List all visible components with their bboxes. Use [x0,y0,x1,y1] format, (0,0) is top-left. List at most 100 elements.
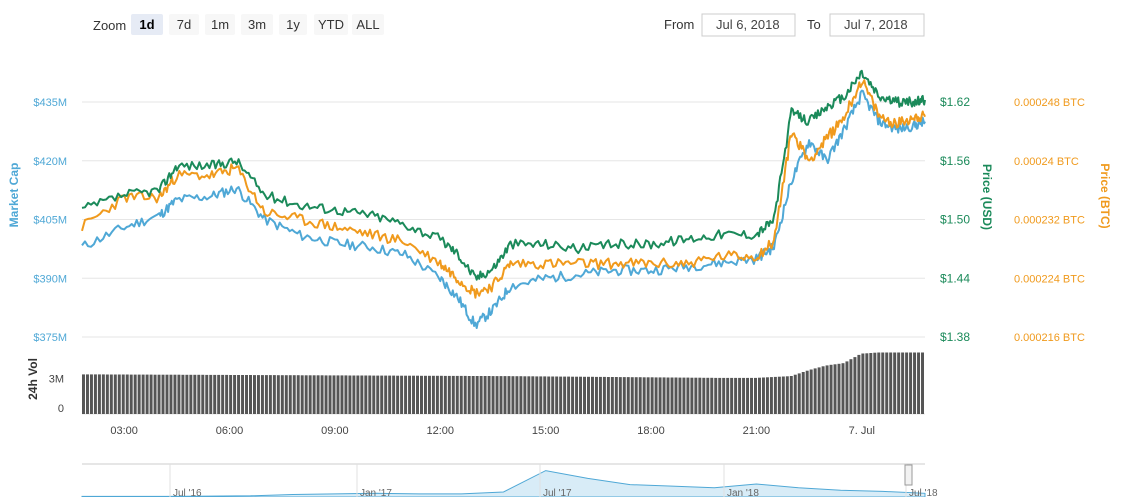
navigator[interactable]: Jul '16 Jan '17 Jul '17 Jan '18 Jul '18 [81,463,938,497]
volume-bar [416,375,419,414]
volume-bar [730,377,734,414]
market-cap-line [81,89,926,329]
volume-bar [817,367,821,414]
volume-bar [268,375,272,414]
volume-bar [483,376,487,414]
volume-bar [475,376,479,414]
volume-bar [443,375,447,414]
volume-bar [300,375,304,414]
zoom-button-label[interactable]: 1m [211,17,229,32]
volume-bar [304,375,308,414]
volume-bar [97,374,101,414]
volume-bar [280,375,284,414]
volume-bar [420,375,423,414]
navigator-series [81,470,926,497]
zoom-button-7d[interactable]: 7d [169,14,199,35]
to-date-value[interactable]: Jul 7, 2018 [844,17,908,32]
zoom-button-ALL[interactable]: ALL [352,14,384,35]
volume-bar [531,376,535,414]
volume-bar [217,374,221,414]
volume-bar [384,375,388,414]
volume-bar [491,376,495,414]
volume-bar [694,377,698,414]
navigator-handle[interactable] [904,464,913,486]
market-cap-tick-label: $375M [33,332,67,344]
volume-bar [82,374,85,414]
volume-bar [765,377,769,414]
volume-bar [296,375,300,414]
price-usd-tick-label: $1.38 [940,330,970,344]
volume-bar [686,377,690,414]
volume-bar [177,374,181,414]
volume-bar [670,377,674,414]
zoom-button-bg[interactable] [131,14,163,35]
volume-bar [869,353,873,414]
volume-bar [710,377,714,414]
zoom-button-label[interactable]: 1d [139,17,154,32]
from-date-input[interactable] [701,13,796,37]
volume-bar [376,375,380,414]
zoom-button-bg[interactable] [314,14,348,35]
volume-bars [82,352,924,414]
volume-bar [873,352,877,414]
volume-bar [348,375,352,414]
zoom-button-label[interactable]: YTD [318,17,344,32]
zoom-button-bg[interactable] [205,14,235,35]
market-cap-tick-label: $405M [33,215,67,227]
volume-bar [336,375,340,414]
from-label: From [664,17,694,32]
price-btc-line [81,79,926,299]
volume-bar [853,357,857,414]
price-usd-tick-label: $1.62 [940,95,970,109]
volume-bar [392,375,396,414]
price-usd-tick-label: $1.44 [940,271,970,285]
price-usd-line [81,69,926,281]
volume-bar [495,376,499,414]
zoom-button-bg[interactable] [279,14,307,35]
volume-bar [201,374,205,414]
volume-bar [905,352,909,414]
to-date-input[interactable] [829,13,925,37]
volume-tick-label: 3M [49,374,64,386]
zoom-button-YTD[interactable]: YTD [314,14,348,35]
volume-bar [467,376,471,414]
volume-bar [555,376,559,414]
zoom-button-label[interactable]: 7d [177,17,191,32]
zoom-button-1d[interactable]: 1d [131,14,163,35]
volume-bar [909,352,913,414]
volume-bar [769,377,773,414]
volume-bar [209,374,213,414]
zoom-button-1y[interactable]: 1y [279,14,307,35]
volume-bar [622,377,626,414]
volume-bar [746,377,750,414]
zoom-button-label[interactable]: ALL [356,17,379,32]
volume-bar [193,374,197,414]
volume-bar [590,376,594,414]
volume-bar [185,374,189,414]
volume-bar [515,376,519,414]
volume-bar [551,376,555,414]
zoom-button-label[interactable]: 3m [248,17,266,32]
volume-bar [229,375,233,414]
volume-bar [614,377,618,414]
volume-bar [264,375,268,414]
volume-bar [463,375,467,414]
volume-bar [789,376,793,414]
volume-bar [252,375,256,414]
zoom-button-1m[interactable]: 1m [205,14,235,35]
volume-bar [797,373,801,414]
volume-bar [901,352,905,414]
zoom-button-label[interactable]: 1y [286,17,300,32]
price-usd-tick-label: $1.50 [940,213,970,227]
volume-bar [543,376,547,414]
zoom-button-bg[interactable] [169,14,199,35]
navigator-label: Jul '17 [543,488,572,497]
volume-bar [630,377,634,414]
zoom-button-bg[interactable] [241,14,273,35]
zoom-button-3m[interactable]: 3m [241,14,273,35]
navigator-label: Jan '18 [727,488,759,497]
from-date-value[interactable]: Jul 6, 2018 [716,17,780,32]
zoom-button-bg[interactable] [352,14,384,35]
volume-bar [702,377,706,414]
price-usd-tick-label: $1.56 [940,154,970,168]
